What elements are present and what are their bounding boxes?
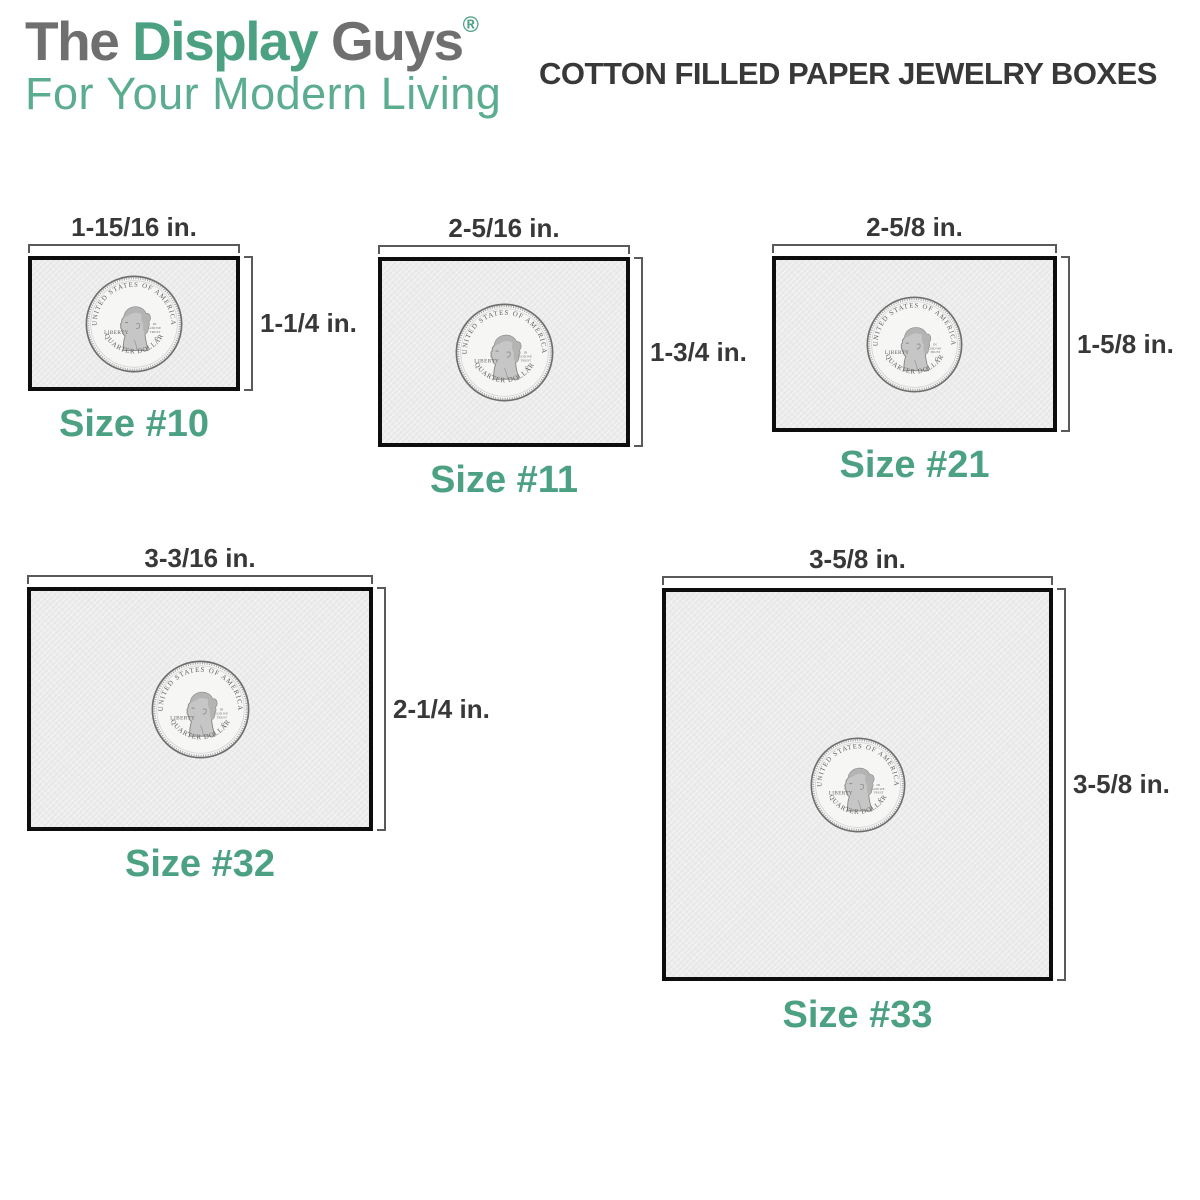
width-bracket: [378, 245, 630, 254]
height-dimension-label: 2-1/4 in.: [393, 693, 490, 724]
width-bracket: [662, 576, 1053, 585]
quarter-coin-image: [454, 302, 554, 402]
width-bracket: [772, 244, 1057, 253]
jewelry-box: [28, 256, 240, 391]
quarter-coin-image: [150, 659, 250, 759]
height-bracket: [1061, 256, 1070, 432]
width-dimension-label: 2-5/16 in.: [448, 213, 560, 243]
size-label: Size #10: [59, 403, 209, 445]
brand-tagline: For Your Modern Living: [25, 68, 502, 119]
height-bracket: [634, 257, 643, 447]
brand-logo: The Display Guys® For Your Modern Living: [25, 14, 502, 119]
height-dimension-label: 1-3/4 in.: [650, 336, 747, 367]
width-bracket: [28, 244, 240, 253]
height-bracket: [244, 256, 253, 391]
jewelry-box: [662, 588, 1053, 981]
brand-word-display: Display: [132, 10, 319, 72]
page-title: COTTON FILLED PAPER JEWELRY BOXES: [539, 56, 1157, 91]
width-dimension-label: 3-5/8 in.: [809, 544, 906, 574]
jewelry-box: [378, 257, 630, 447]
size-label: Size #21: [839, 444, 990, 486]
size-label: Size #11: [430, 459, 578, 501]
brand-name: The Display Guys®: [25, 14, 501, 69]
brand-word-guys: Guys: [331, 10, 464, 72]
registered-mark-icon: ®: [462, 12, 479, 37]
width-dimension-label: 2-5/8 in.: [866, 212, 963, 242]
quarter-coin-image: [809, 736, 906, 833]
width-dimension-label: 1-15/16 in.: [71, 212, 197, 242]
height-dimension-label: 1-5/8 in.: [1077, 328, 1174, 359]
size-label: Size #33: [782, 994, 933, 1036]
jewelry-box: [772, 256, 1057, 432]
height-dimension-label: 3-5/8 in.: [1073, 769, 1170, 799]
width-dimension-label: 3-3/16 in.: [144, 543, 256, 573]
size-label: Size #32: [125, 843, 275, 885]
jewelry-box: [27, 587, 373, 831]
height-dimension-label: 1-1/4 in.: [260, 308, 357, 338]
quarter-coin-image: [866, 295, 963, 393]
quarter-coin-image: [85, 274, 183, 373]
height-bracket: [1057, 588, 1066, 981]
height-bracket: [377, 587, 386, 831]
brand-word-the: The: [25, 10, 120, 72]
width-bracket: [27, 575, 373, 584]
